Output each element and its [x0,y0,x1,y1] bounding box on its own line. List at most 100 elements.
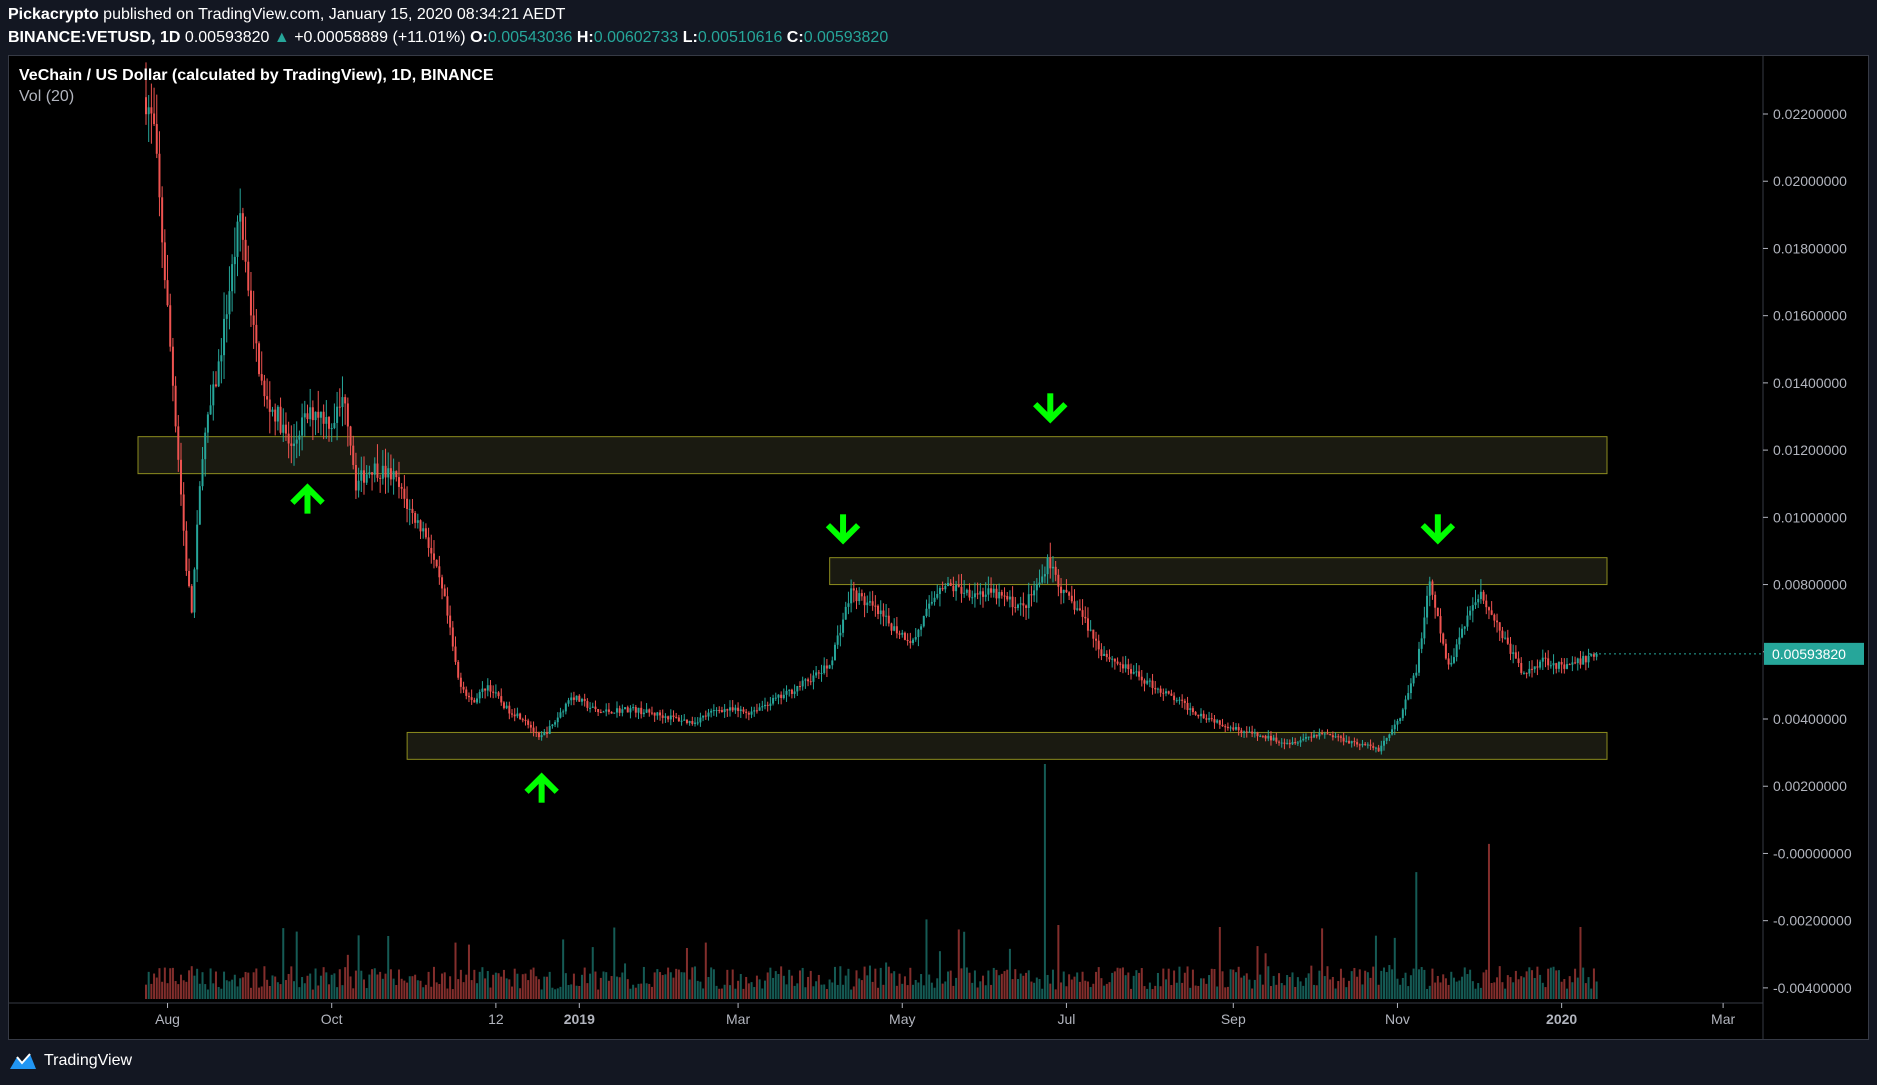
candle-down[interactable] [502,702,505,709]
candle-up[interactable] [1178,699,1181,701]
candle-up[interactable] [1541,657,1544,662]
candle-up[interactable] [823,665,826,673]
candle-down[interactable] [677,717,680,722]
candle-down[interactable] [995,588,998,599]
candle-down[interactable] [1221,724,1224,727]
candle-down[interactable] [1431,581,1434,595]
candle-up[interactable] [758,707,761,711]
candle-down[interactable] [1525,672,1528,674]
candle-up[interactable] [336,406,339,423]
candle-down[interactable] [1501,630,1504,639]
candle-up[interactable] [1452,657,1455,663]
candle-down[interactable] [317,411,320,418]
candle-down[interactable] [887,615,890,624]
candle-up[interactable] [1350,741,1353,744]
candle-up[interactable] [1323,733,1326,735]
candle-down[interactable] [451,627,454,647]
candle-down[interactable] [432,553,435,560]
candle-down[interactable] [1498,622,1501,631]
candle-up[interactable] [833,644,836,661]
candle-up[interactable] [548,726,551,734]
candle-up[interactable] [1089,629,1092,631]
candle-down[interactable] [1555,663,1558,669]
candle-down[interactable] [1514,652,1517,659]
candle-down[interactable] [457,661,460,678]
candle-down[interactable] [1218,720,1221,725]
candle-down[interactable] [1339,736,1342,738]
candle-up[interactable] [233,256,236,265]
candle-up[interactable] [392,471,395,480]
candle-up[interactable] [1208,718,1211,720]
candle-down[interactable] [1348,740,1351,744]
candle-up[interactable] [408,508,411,510]
candle-down[interactable] [860,593,863,597]
author-name[interactable]: Pickacrypto [8,6,99,23]
candle-up[interactable] [368,472,371,475]
candle-down[interactable] [667,716,670,720]
candle-down[interactable] [459,677,462,687]
candle-up[interactable] [1458,637,1461,645]
candle-down[interactable] [578,695,581,702]
candle-up[interactable] [1528,668,1531,674]
candle-down[interactable] [1337,736,1340,738]
candle-down[interactable] [586,701,589,708]
candle-up[interactable] [567,700,570,704]
candle-down[interactable] [659,712,662,716]
candle-up[interactable] [481,688,484,692]
candle-up[interactable] [1016,604,1019,608]
candle-down[interactable] [898,633,901,635]
candle-up[interactable] [325,417,328,424]
candle-up[interactable] [476,698,479,703]
candle-down[interactable] [1060,586,1063,594]
candle-up[interactable] [1409,683,1412,694]
candle-down[interactable] [755,710,758,712]
candle-up[interactable] [796,686,799,692]
candle-down[interactable] [188,570,191,587]
candle-down[interactable] [610,711,613,714]
candle-up[interactable] [357,480,360,491]
candle-up[interactable] [925,608,928,616]
candle-up[interactable] [1385,737,1388,741]
candle-down[interactable] [874,605,877,607]
candle-down[interactable] [1377,747,1380,752]
arrow-down-icon[interactable] [825,514,861,545]
candle-down[interactable] [906,639,909,641]
candle-up[interactable] [373,463,376,475]
candle-down[interactable] [594,706,597,710]
candle-down[interactable] [454,646,457,662]
candle-up[interactable] [788,689,791,691]
candle-up[interactable] [365,474,368,483]
candle-up[interactable] [494,692,497,694]
candle-down[interactable] [1086,618,1089,631]
candle-up[interactable] [1175,700,1178,702]
candle-down[interactable] [287,433,290,444]
candle-down[interactable] [1485,600,1488,608]
candle-down[interactable] [909,640,912,644]
candle-down[interactable] [1167,691,1170,694]
candle-down[interactable] [626,707,629,713]
candle-up[interactable] [1035,584,1038,591]
candle-down[interactable] [430,547,433,554]
candle-down[interactable] [640,707,643,715]
candle-up[interactable] [1041,576,1044,583]
candle-down[interactable] [1447,658,1450,665]
candle-up[interactable] [669,715,672,720]
candle-down[interactable] [1226,726,1229,729]
candle-up[interactable] [1111,658,1114,660]
candle-up[interactable] [936,593,939,598]
sr-zone[interactable] [829,557,1608,586]
candle-down[interactable] [1321,732,1324,734]
candle-down[interactable] [1183,700,1186,703]
candle-down[interactable] [882,610,885,617]
candle-up[interactable] [1019,603,1022,605]
candle-down[interactable] [1000,592,1003,596]
candle-up[interactable] [1216,720,1219,723]
candle-up[interactable] [209,405,212,415]
candle-down[interactable] [406,498,409,510]
candle-up[interactable] [914,637,917,640]
candle-up[interactable] [1417,648,1420,673]
candle-down[interactable] [244,239,247,262]
candle-down[interactable] [1506,637,1509,644]
candle-up[interactable] [847,603,850,607]
candle-up[interactable] [922,615,925,627]
